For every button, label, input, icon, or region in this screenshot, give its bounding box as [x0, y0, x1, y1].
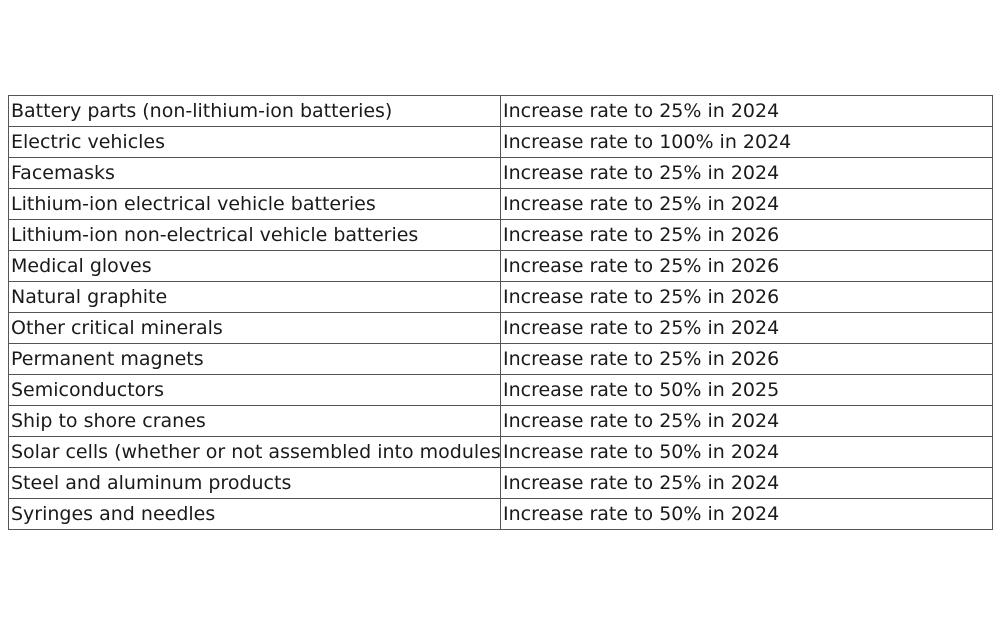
- rate-cell: Increase rate to 25% in 2024: [500, 405, 993, 437]
- product-cell: Facemasks: [8, 157, 501, 189]
- table-row: Permanent magnets Increase rate to 25% i…: [8, 343, 993, 375]
- rate-cell: Increase rate to 50% in 2025: [500, 374, 993, 406]
- table-row: Medical gloves Increase rate to 25% in 2…: [8, 250, 993, 282]
- rate-cell: Increase rate to 50% in 2024: [500, 436, 993, 468]
- table-row: Lithium-ion electrical vehicle batteries…: [8, 188, 993, 220]
- table-row: Lithium-ion non-electrical vehicle batte…: [8, 219, 993, 251]
- table-row: Battery parts (non-lithium-ion batteries…: [8, 95, 993, 127]
- product-cell: Solar cells (whether or not assembled in…: [8, 436, 501, 468]
- product-cell: Other critical minerals: [8, 312, 501, 344]
- table-row: Steel and aluminum products Increase rat…: [8, 467, 993, 499]
- tariff-table: Battery parts (non-lithium-ion batteries…: [8, 95, 993, 530]
- product-cell: Steel and aluminum products: [8, 467, 501, 499]
- table-row: Solar cells (whether or not assembled in…: [8, 436, 993, 468]
- product-cell: Medical gloves: [8, 250, 501, 282]
- product-cell: Syringes and needles: [8, 498, 501, 530]
- rate-cell: Increase rate to 25% in 2026: [500, 281, 993, 313]
- product-cell: Ship to shore cranes: [8, 405, 501, 437]
- rate-cell: Increase rate to 25% in 2026: [500, 250, 993, 282]
- product-cell: Electric vehicles: [8, 126, 501, 158]
- table-row: Ship to shore cranes Increase rate to 25…: [8, 405, 993, 437]
- product-cell: Lithium-ion non-electrical vehicle batte…: [8, 219, 501, 251]
- table-row: Facemasks Increase rate to 25% in 2024: [8, 157, 993, 189]
- rate-cell: Increase rate to 25% in 2024: [500, 95, 993, 127]
- rate-cell: Increase rate to 25% in 2026: [500, 343, 993, 375]
- product-cell: Semiconductors: [8, 374, 501, 406]
- table-row: Electric vehicles Increase rate to 100% …: [8, 126, 993, 158]
- table-row: Other critical minerals Increase rate to…: [8, 312, 993, 344]
- rate-cell: Increase rate to 25% in 2024: [500, 157, 993, 189]
- product-cell: Permanent magnets: [8, 343, 501, 375]
- product-cell: Lithium-ion electrical vehicle batteries: [8, 188, 501, 220]
- rate-cell: Increase rate to 25% in 2026: [500, 219, 993, 251]
- rate-cell: Increase rate to 25% in 2024: [500, 467, 993, 499]
- rate-cell: Increase rate to 100% in 2024: [500, 126, 993, 158]
- rate-cell: Increase rate to 25% in 2024: [500, 312, 993, 344]
- product-cell: Battery parts (non-lithium-ion batteries…: [8, 95, 501, 127]
- table-row: Semiconductors Increase rate to 50% in 2…: [8, 374, 993, 406]
- rate-cell: Increase rate to 50% in 2024: [500, 498, 993, 530]
- table-row: Natural graphite Increase rate to 25% in…: [8, 281, 993, 313]
- product-cell: Natural graphite: [8, 281, 501, 313]
- table-row: Syringes and needles Increase rate to 50…: [8, 498, 993, 530]
- rate-cell: Increase rate to 25% in 2024: [500, 188, 993, 220]
